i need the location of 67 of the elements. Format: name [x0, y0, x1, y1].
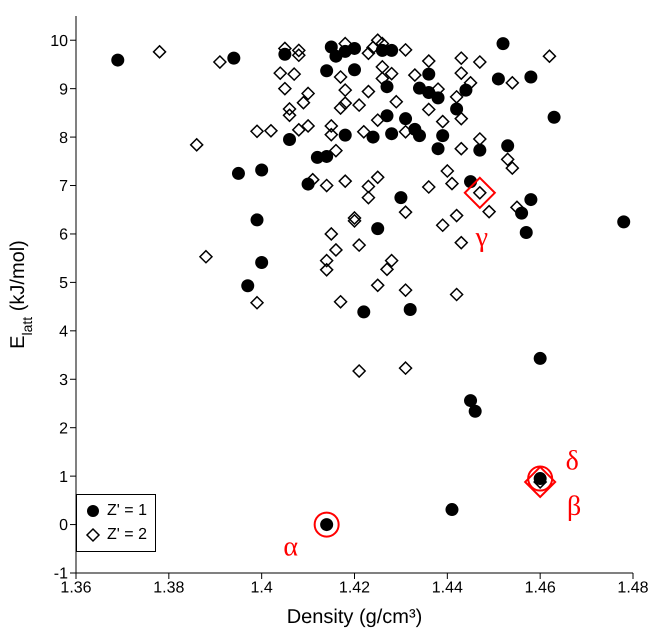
point: [520, 226, 533, 240]
point: [255, 256, 268, 270]
point: [524, 70, 538, 84]
point: [468, 404, 482, 418]
x-tick-label: 1.42: [338, 579, 370, 596]
y-tick-label: 1: [59, 468, 68, 486]
point: [385, 44, 398, 57]
point: [473, 144, 486, 157]
point: [492, 72, 505, 86]
point: [432, 91, 445, 104]
x-axis-title: Density (g/cm³): [286, 606, 422, 628]
point: [524, 193, 538, 206]
y-tick-label: 2: [59, 420, 68, 438]
annotation: β: [567, 490, 582, 522]
point: [348, 63, 361, 76]
legend-label: Z' = 1: [107, 501, 147, 521]
point: [617, 215, 630, 228]
y-tick-label: 5: [59, 275, 68, 292]
x-tick-label: 1.48: [617, 579, 649, 596]
point: [432, 142, 445, 156]
point: [283, 133, 296, 146]
point: [459, 84, 472, 97]
point: [399, 112, 412, 126]
point: [385, 127, 398, 140]
point: [450, 102, 464, 116]
point: [404, 303, 417, 316]
point: [348, 42, 361, 55]
point: [380, 80, 394, 94]
point: [255, 164, 268, 177]
y-tick-label: 8: [59, 130, 68, 147]
point: [338, 128, 352, 142]
point: [241, 279, 254, 292]
point: [227, 52, 240, 65]
point: [501, 139, 514, 152]
point: [534, 352, 547, 365]
point: [394, 191, 408, 204]
y-tick-label: 7: [59, 178, 68, 196]
y-tick-label: 6: [59, 226, 68, 244]
point: [250, 213, 264, 226]
x-tick-label: 1.4: [250, 579, 273, 596]
y-tick-label: 9: [59, 81, 68, 98]
y-tick-label: 4: [59, 324, 68, 341]
point: [422, 68, 436, 81]
point: [357, 305, 370, 318]
y-tick-label: 10: [50, 32, 68, 50]
point: [111, 54, 124, 67]
point: [445, 503, 458, 516]
legend-label: Z' = 2: [107, 525, 147, 545]
x-tick-label: 1.46: [524, 579, 556, 596]
annotation: δ: [566, 446, 579, 477]
point: [496, 37, 510, 50]
annotation: α: [283, 532, 298, 563]
point: [320, 150, 334, 163]
point: [320, 64, 334, 78]
point: [366, 130, 380, 144]
point: [380, 109, 394, 122]
point: [232, 166, 245, 180]
point: [436, 129, 450, 142]
point: [412, 129, 426, 142]
annotation: γ: [474, 222, 488, 253]
point: [371, 222, 384, 236]
x-tick-label: 1.44: [432, 579, 464, 596]
point: [548, 110, 561, 124]
point: [464, 394, 478, 408]
y-tick-label: 0: [59, 517, 68, 534]
y-tick-label: 3: [59, 372, 68, 389]
x-tick-label: 1.38: [153, 579, 185, 596]
